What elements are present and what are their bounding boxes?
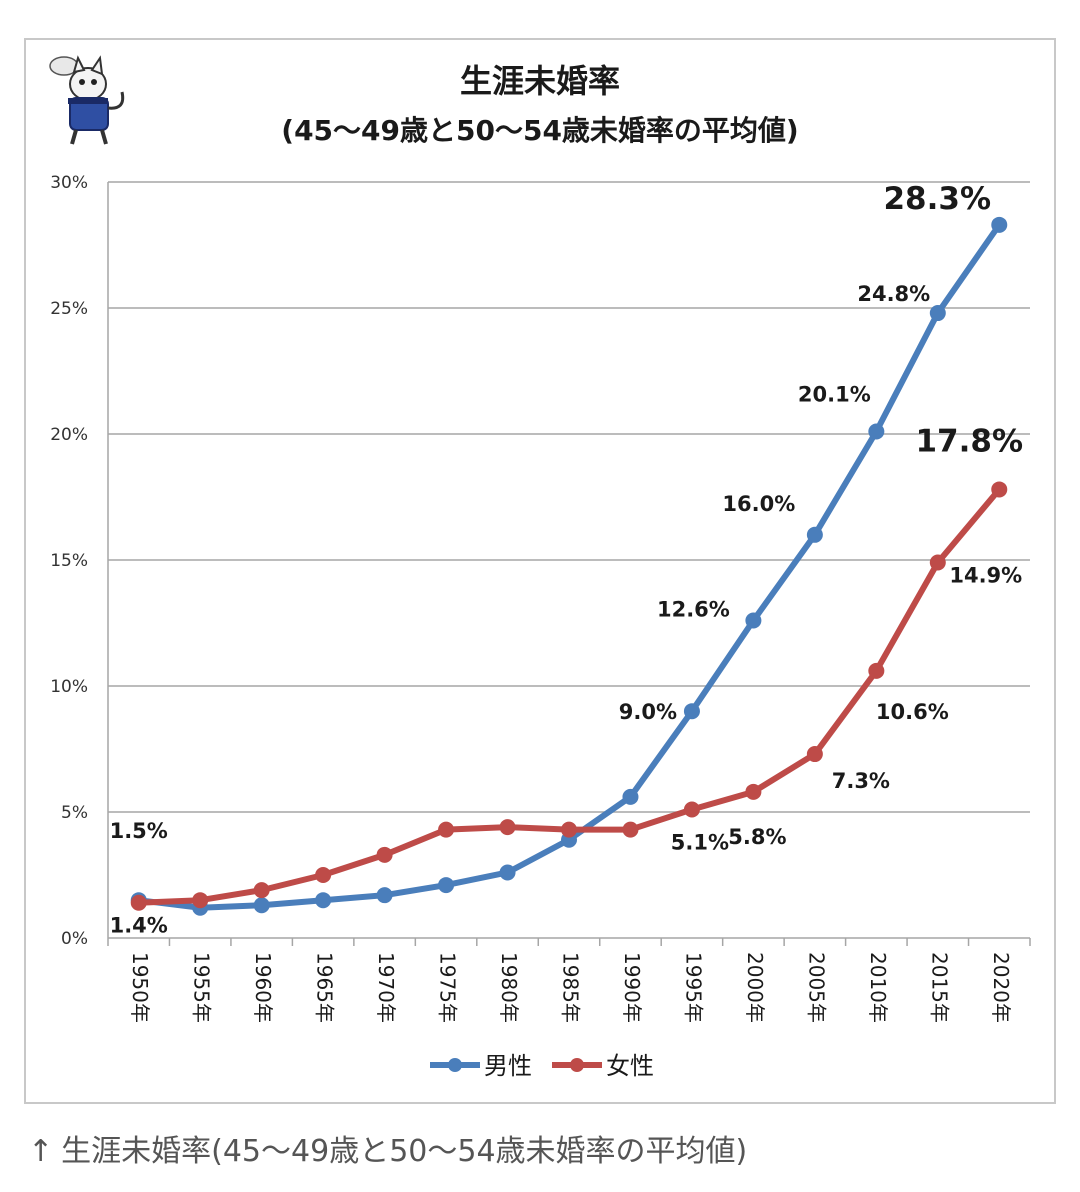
data-point-female	[561, 821, 577, 838]
x-tick-label: 2015年	[927, 952, 951, 1023]
data-point-female	[438, 821, 455, 838]
data-point-male	[745, 612, 762, 629]
data-label-female: 1.4%	[110, 914, 168, 938]
x-tick-label: 2005年	[804, 952, 828, 1023]
x-tick-label: 1960年	[251, 952, 275, 1023]
data-point-male	[376, 887, 393, 904]
data-point-female	[376, 846, 393, 863]
data-point-male	[806, 526, 823, 543]
data-point-female	[499, 819, 516, 836]
data-point-male	[438, 877, 455, 894]
gridlines	[107, 181, 1030, 939]
data-point-male	[315, 892, 332, 909]
cat-mascot-icon	[49, 55, 125, 145]
data-point-female	[868, 662, 885, 679]
y-tick-label: 25%	[50, 299, 88, 319]
data-point-female	[991, 481, 1008, 498]
chart-title: 生涯未婚率	[460, 62, 620, 100]
y-axis: 0% 5% 10% 15% 20% 25% 30%	[50, 173, 88, 949]
data-label-male: 20.1%	[798, 382, 871, 406]
data-label-female: 7.3%	[832, 769, 890, 793]
data-labels: 1.5% 9.0% 12.6% 16.0% 20.1% 24.8% 28.3% 1.4% 5.1…	[110, 181, 1023, 938]
data-point-male	[929, 305, 946, 322]
data-point-female	[806, 746, 823, 763]
y-tick-label: 10%	[50, 677, 88, 697]
legend-female-label: 女性	[606, 1052, 654, 1080]
data-label-female: 10.6%	[876, 700, 949, 724]
data-label-female: 5.8%	[728, 825, 786, 849]
data-label-female: 5.1%	[671, 830, 729, 854]
data-point-male	[683, 703, 700, 720]
data-label-male: 9.0%	[619, 700, 677, 724]
data-label-male: 16.0%	[722, 492, 795, 516]
data-point-female	[929, 554, 946, 571]
x-tick-label: 2000年	[743, 952, 767, 1023]
x-tick-label: 1995年	[681, 952, 705, 1023]
data-label-male: 24.8%	[857, 282, 930, 306]
data-point-male	[499, 864, 516, 881]
line-chart: 生涯未婚率 (45〜49歳と50〜54歳未婚率の平均値) 0% 5% 10% 15% 2…	[49, 55, 1031, 1080]
legend-female-marker	[570, 1058, 584, 1072]
x-tick-label: 1950年	[128, 952, 152, 1023]
data-point-female	[683, 801, 700, 818]
series	[130, 216, 1008, 916]
data-point-female	[192, 892, 209, 909]
up-arrow-icon: ↑	[28, 1134, 54, 1169]
data-point-male	[868, 423, 885, 440]
x-tick-label: 1985年	[559, 952, 583, 1023]
y-tick-label: 0%	[61, 929, 88, 949]
caption-text: 生涯未婚率(45〜49歳と50〜54歳未婚率の平均値)	[61, 1134, 748, 1169]
legend-male-marker	[448, 1058, 462, 1072]
data-label-female: 14.9%	[949, 564, 1022, 588]
y-tick-label: 5%	[61, 803, 88, 823]
data-point-female	[745, 783, 762, 800]
x-axis: 1950年 1955年 1960年 1965年 1970年 1975年 1980年 1985年…	[107, 938, 1031, 1023]
data-point-female	[622, 821, 639, 838]
chart-frame: 生涯未婚率 (45〜49歳と50〜54歳未婚率の平均値) 0% 5% 10% 15% 2…	[24, 38, 1056, 1104]
data-point-female	[315, 867, 332, 883]
data-point-female	[253, 882, 270, 899]
legend-male-label: 男性	[484, 1052, 532, 1080]
data-label-male: 1.5%	[110, 819, 168, 843]
x-tick-label: 1965年	[313, 952, 337, 1023]
data-point-male	[622, 788, 639, 805]
x-tick-label: 1975年	[436, 952, 460, 1023]
y-tick-label: 20%	[50, 425, 88, 445]
data-point-female	[130, 894, 147, 911]
data-label-male: 28.3%	[883, 181, 991, 217]
data-point-male	[991, 216, 1008, 233]
x-tick-label: 1970年	[374, 952, 398, 1023]
data-point-male	[253, 897, 270, 914]
series-line-male	[138, 223, 1002, 911]
x-tick-label: 1955年	[190, 952, 214, 1023]
legend: 男性 女性	[430, 1052, 654, 1080]
x-tick-label: 2020年	[989, 952, 1013, 1023]
chart-subtitle: (45〜49歳と50〜54歳未婚率の平均値)	[281, 114, 798, 147]
x-tick-label: 1990年	[620, 952, 644, 1023]
x-tick-label: 2010年	[866, 952, 890, 1023]
x-tick-label: 1980年	[497, 952, 521, 1023]
data-label-male: 12.6%	[657, 597, 730, 621]
figure-caption: ↑ 生涯未婚率(45〜49歳と50〜54歳未婚率の平均値)	[28, 1126, 747, 1170]
data-label-female: 17.8%	[915, 423, 1023, 459]
y-tick-label: 30%	[50, 173, 88, 193]
y-tick-label: 15%	[50, 551, 88, 571]
